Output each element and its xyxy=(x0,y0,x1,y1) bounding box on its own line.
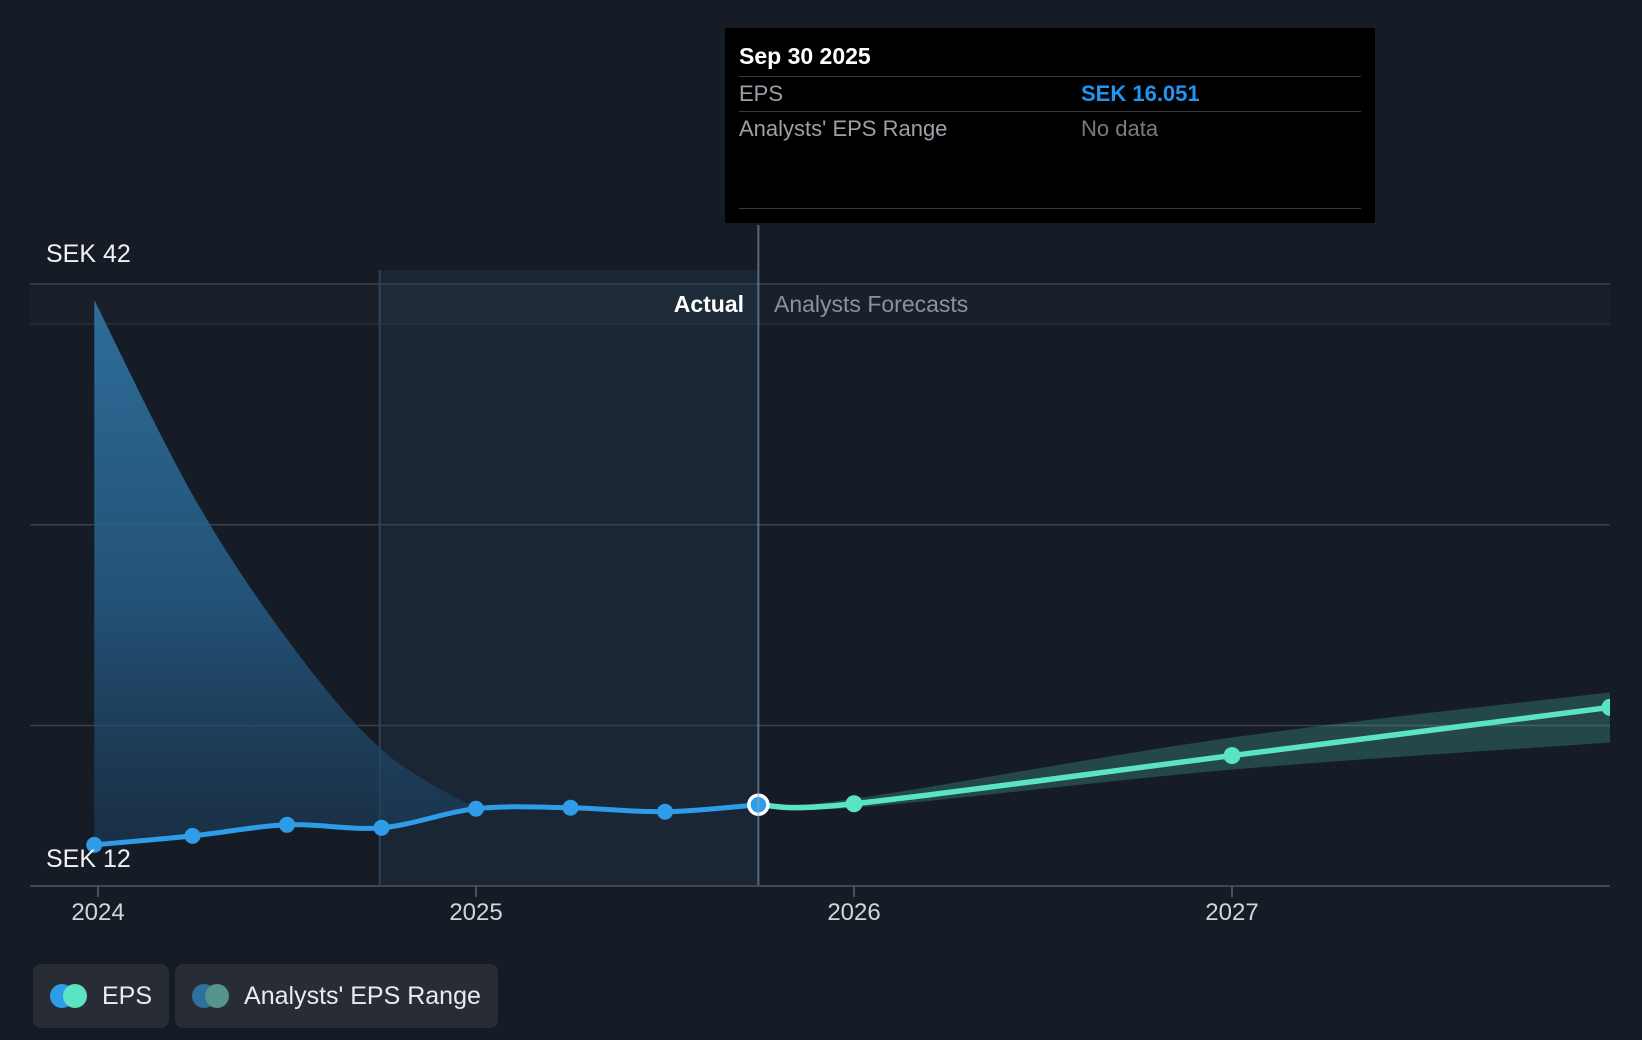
x-tick-label: 2024 xyxy=(71,899,125,926)
tooltip-date: Sep 30 2025 xyxy=(739,36,1361,77)
legend-range-label: Analysts' EPS Range xyxy=(244,981,481,1010)
legend-item-analysts-eps-range[interactable]: Analysts' EPS Range xyxy=(175,964,498,1028)
chart-legend: EPS Analysts' EPS Range xyxy=(33,964,498,1028)
actual-highlight-band xyxy=(379,270,759,886)
tooltip-eps-label: EPS xyxy=(739,81,784,106)
past-eps-range-area xyxy=(94,300,477,845)
y-axis-max-label: SEK 42 xyxy=(46,240,131,268)
forecast-data-point[interactable] xyxy=(1601,698,1619,716)
y-axis-min-label: SEK 12 xyxy=(46,845,131,873)
tooltip: Sep 30 2025 EPS SEK 16.051 Analysts' EPS… xyxy=(725,28,1375,223)
actual-data-point[interactable] xyxy=(279,816,296,833)
forecast-eps-line xyxy=(755,704,1610,811)
actual-data-point[interactable] xyxy=(468,800,485,817)
actual-data-point[interactable] xyxy=(373,819,390,836)
legend-eps-label: EPS xyxy=(102,981,153,1010)
tooltip-bottom-divider xyxy=(739,208,1361,209)
forecast-section-label: Analysts Forecasts xyxy=(774,291,969,317)
actual-data-point[interactable] xyxy=(184,827,201,844)
x-tick-label: 2027 xyxy=(1205,899,1259,926)
actual-data-point[interactable] xyxy=(657,803,674,820)
eps-legend-swatch-icon xyxy=(50,984,87,1008)
tooltip-range-value: No data xyxy=(1081,116,1159,141)
actual-eps-line xyxy=(91,802,761,848)
legend-item-eps[interactable]: EPS xyxy=(33,964,170,1028)
forecast-data-point[interactable] xyxy=(1223,747,1241,765)
tooltip-range-label: Analysts' EPS Range xyxy=(739,116,948,141)
x-tick-label: 2025 xyxy=(449,899,503,926)
range-legend-swatch-icon xyxy=(192,984,230,1008)
forecast-data-point[interactable] xyxy=(845,795,863,813)
tooltip-eps-value: SEK 16.051 xyxy=(1081,81,1200,106)
tooltip-row-range: Analysts' EPS Range No data xyxy=(739,112,1361,146)
x-tick-label: 2026 xyxy=(827,899,881,926)
actual-data-point[interactable] xyxy=(562,799,579,816)
actual-data-point[interactable] xyxy=(86,836,103,853)
tooltip-row-eps: EPS SEK 16.051 xyxy=(739,77,1361,112)
analysts-eps-range-area xyxy=(758,692,1610,810)
actual-section-label: Actual xyxy=(673,291,744,317)
